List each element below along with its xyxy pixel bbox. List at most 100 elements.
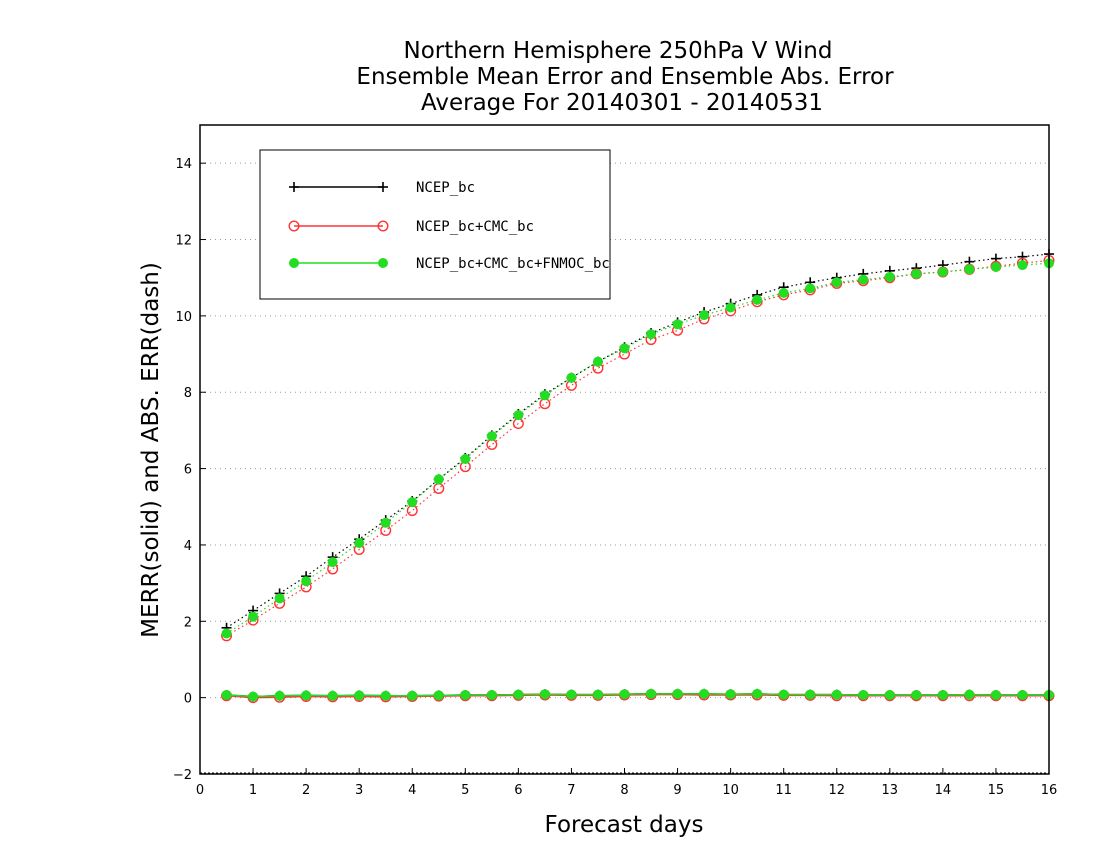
x-tick-label: 15 bbox=[988, 783, 1005, 798]
mean-err-point bbox=[221, 689, 232, 700]
x-axis-ticks: 0 1 2 3 4 5 6 7 8 9 10 11 12 13 14 15 16 bbox=[196, 768, 1057, 798]
mean-err-point bbox=[248, 691, 259, 702]
abs-err-point bbox=[433, 474, 444, 485]
legend-box bbox=[259, 149, 611, 300]
abs-err-point bbox=[831, 277, 842, 288]
legend-label: NCEP_bc+CMC_bc bbox=[416, 219, 534, 235]
abs-err-point bbox=[699, 310, 710, 321]
abs-err-point bbox=[1017, 251, 1028, 262]
abs-err-point bbox=[592, 356, 603, 367]
abs-err-point bbox=[433, 482, 445, 494]
chart-title-line-1: Northern Hemisphere 250hPa V Wind bbox=[404, 38, 833, 64]
abs-err-point bbox=[566, 372, 577, 383]
abs-err-point bbox=[990, 262, 1001, 273]
x-tick-label: 3 bbox=[355, 783, 363, 798]
x-tick-label: 16 bbox=[1041, 783, 1058, 798]
abs-err-line bbox=[226, 262, 1050, 635]
series-0 bbox=[221, 249, 1054, 702]
y-tick-label: 6 bbox=[184, 463, 192, 478]
abs-err-point bbox=[380, 517, 391, 528]
mean-err-point bbox=[274, 690, 285, 701]
x-tick-label: 0 bbox=[196, 783, 204, 798]
mean-err-point bbox=[486, 689, 497, 700]
mean-err-point bbox=[884, 689, 895, 700]
mean-err-point bbox=[805, 689, 816, 700]
x-tick-label: 5 bbox=[461, 783, 469, 798]
abs-err-point bbox=[221, 628, 232, 639]
abs-err-line bbox=[226, 259, 1050, 637]
abs-err-point bbox=[805, 283, 816, 294]
chart-title-line-2: Ensemble Mean Error and Ensemble Abs. Er… bbox=[356, 64, 894, 90]
x-tick-label: 10 bbox=[722, 783, 739, 798]
abs-err-point bbox=[1017, 260, 1028, 271]
y-axis-label: MERR(solid) and ABS. ERR(dash) bbox=[138, 262, 164, 638]
mean-err-point bbox=[539, 689, 550, 700]
x-tick-label: 1 bbox=[249, 783, 257, 798]
mean-err-point bbox=[301, 690, 312, 701]
mean-err-point bbox=[1017, 689, 1028, 700]
mean-err-point bbox=[380, 690, 391, 701]
x-axis-label: Forecast days bbox=[545, 812, 704, 838]
mean-err-point bbox=[911, 689, 922, 700]
mean-err-point bbox=[646, 688, 657, 699]
abs-err-point bbox=[884, 271, 895, 282]
y-tick-label: 0 bbox=[184, 692, 192, 707]
x-tick-label: 12 bbox=[828, 783, 845, 798]
abs-err-point bbox=[354, 538, 365, 549]
mean-err-point bbox=[699, 688, 710, 699]
abs-err-point bbox=[937, 266, 948, 277]
mean-err-point bbox=[672, 688, 683, 699]
mean-err-point bbox=[433, 690, 444, 701]
legend-marker bbox=[378, 182, 388, 192]
abs-err-point bbox=[301, 576, 312, 587]
mean-err-point bbox=[858, 689, 869, 700]
abs-err-point bbox=[407, 497, 418, 508]
y-tick-label: 4 bbox=[184, 539, 192, 554]
abs-err-point bbox=[274, 593, 285, 604]
abs-err-point bbox=[248, 611, 259, 622]
legend-marker bbox=[289, 182, 299, 192]
y-tick-label: 10 bbox=[175, 310, 192, 325]
abs-err-point bbox=[646, 329, 657, 340]
abs-err-point bbox=[672, 319, 683, 330]
x-tick-label: 6 bbox=[514, 783, 522, 798]
y-tick-label: −2 bbox=[173, 768, 192, 783]
abs-err-point bbox=[858, 274, 869, 285]
mean-err-point bbox=[937, 689, 948, 700]
mean-err-point bbox=[752, 688, 763, 699]
series-layer bbox=[221, 249, 1055, 704]
mean-err-point bbox=[619, 689, 630, 700]
abs-err-point bbox=[327, 557, 338, 568]
abs-err-point bbox=[513, 410, 524, 421]
mean-err-point bbox=[354, 690, 365, 701]
x-tick-label: 11 bbox=[775, 783, 792, 798]
mean-err-point bbox=[964, 689, 975, 700]
series-1 bbox=[221, 255, 1055, 704]
x-tick-label: 13 bbox=[882, 783, 899, 798]
abs-err-point bbox=[539, 398, 551, 410]
legend-items: NCEP_bc NCEP_bc+CMC_bc NCEP_bc+CMC_bc+FNMO… bbox=[288, 180, 610, 272]
legend-label: NCEP_bc+CMC_bc+FNMOC_bc bbox=[416, 256, 610, 272]
series-2 bbox=[221, 258, 1054, 702]
y-axis-ticks: −2 0 2 4 6 8 10 12 14 bbox=[173, 157, 206, 783]
mean-err-point bbox=[407, 690, 418, 701]
abs-err-point bbox=[539, 390, 550, 401]
y-tick-label: 2 bbox=[184, 615, 192, 630]
abs-err-point bbox=[778, 287, 789, 298]
legend-marker bbox=[377, 220, 389, 232]
abs-err-line bbox=[226, 253, 1050, 629]
mean-err-point bbox=[513, 689, 524, 700]
mean-err-point bbox=[592, 689, 603, 700]
mean-err-point bbox=[778, 689, 789, 700]
abs-err-point bbox=[964, 264, 975, 275]
mean-err-point bbox=[327, 690, 338, 701]
chart-title-line-3: Average For 20140301 - 20140531 bbox=[421, 90, 823, 116]
y-tick-label: 8 bbox=[184, 386, 192, 401]
abs-err-point bbox=[486, 439, 498, 451]
abs-err-point bbox=[725, 302, 736, 313]
legend-marker bbox=[289, 258, 299, 268]
legend-marker bbox=[378, 258, 388, 268]
x-tick-label: 7 bbox=[567, 783, 575, 798]
abs-err-point bbox=[460, 454, 471, 465]
